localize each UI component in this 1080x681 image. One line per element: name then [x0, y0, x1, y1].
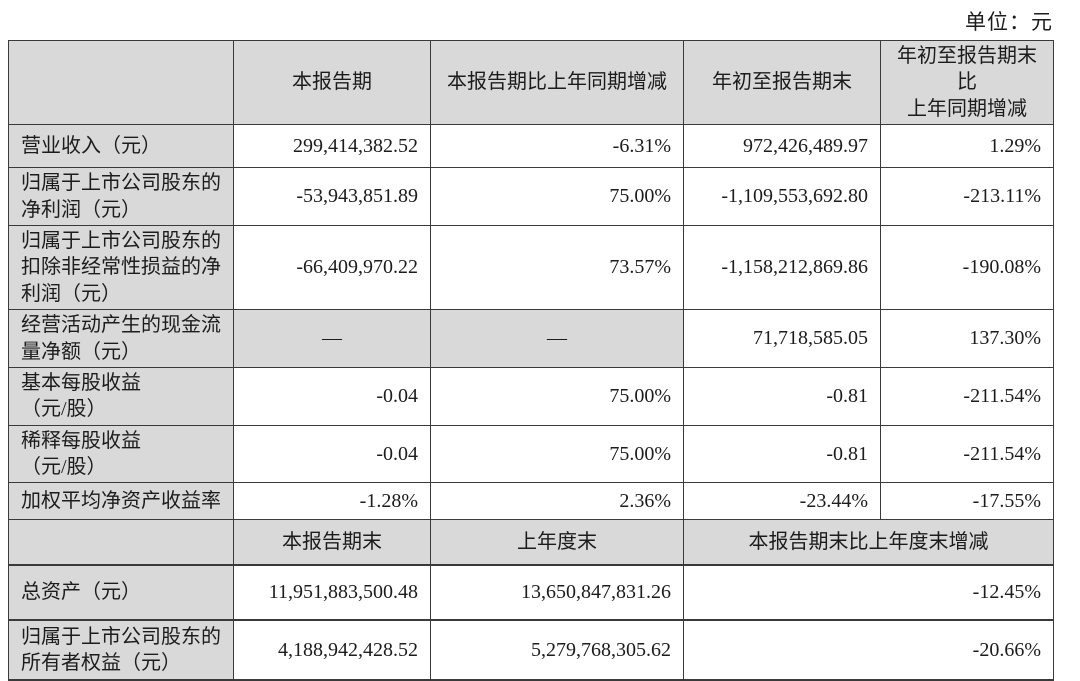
- cell-value: -211.54%: [880, 366, 1054, 426]
- cell-value: -53,943,851.89: [233, 167, 431, 226]
- cell-value: 5,279,768,305.62: [430, 618, 684, 681]
- table-row-owners-equity: 归属于上市公司股东的 所有者权益（元） 4,188,942,428.52 5,2…: [8, 618, 1054, 681]
- cell-value: 1.29%: [880, 124, 1054, 169]
- cell-value: -213.11%: [880, 167, 1054, 226]
- cell-value: 75.00%: [430, 366, 684, 426]
- row-label: 基本每股收益 （元/股）: [8, 366, 234, 426]
- cell-value: 75.00%: [430, 424, 684, 484]
- header-period-end-change: 本报告期末比上年度末增减: [683, 519, 1054, 566]
- report-page: { "unit_label": "单位：元", "summary_table":…: [8, 10, 1054, 681]
- cell-value: -0.04: [233, 366, 431, 426]
- cell-value: -6.31%: [430, 124, 684, 169]
- table-row-net-profit: 归属于上市公司股东的 净利润（元） -53,943,851.89 75.00% …: [8, 167, 1054, 226]
- cell-value: -211.54%: [880, 424, 1054, 484]
- header-ytd: 年初至报告期末: [683, 39, 881, 126]
- table-row-diluted-eps: 稀释每股收益 （元/股） -0.04 75.00% -0.81 -211.54%: [8, 424, 1054, 484]
- cell-value: 13,650,847,831.26: [430, 563, 684, 621]
- cell-value: 75.00%: [430, 167, 684, 226]
- cell-value: -190.08%: [880, 224, 1054, 311]
- row-label: 总资产（元）: [8, 563, 234, 621]
- cell-value-na: —: [430, 309, 684, 368]
- header-end-of-last-year: 上年度末: [430, 519, 684, 566]
- corner-cell: [8, 39, 234, 126]
- table-row-weighted-avg-roe: 加权平均净资产收益率 -1.28% 2.36% -23.44% -17.55%: [8, 482, 1054, 521]
- row-label: 归属于上市公司股东的 扣除非经常性损益的净 利润（元）: [8, 224, 234, 311]
- row-label: 归属于上市公司股东的 净利润（元）: [8, 167, 234, 226]
- cell-value: 4,188,942,428.52: [233, 618, 431, 681]
- cell-value: -20.66%: [683, 618, 1054, 681]
- row-label: 归属于上市公司股东的 所有者权益（元）: [8, 618, 234, 681]
- table-row-net-profit-excl-nonrecurring: 归属于上市公司股东的 扣除非经常性损益的净 利润（元） -66,409,970.…: [8, 224, 1054, 311]
- cell-value: -1,158,212,869.86: [683, 224, 881, 311]
- financial-summary-table: 本报告期 本报告期比上年同期增减 年初至报告期末 年初至报告期末比 上年同期增减…: [8, 39, 1054, 681]
- cell-value: 2.36%: [430, 482, 684, 521]
- table-row-total-assets: 总资产（元） 11,951,883,500.48 13,650,847,831.…: [8, 563, 1054, 621]
- cell-value: -23.44%: [683, 482, 881, 521]
- cell-value: 71,718,585.05: [683, 309, 881, 368]
- cell-value: -1.28%: [233, 482, 431, 521]
- table-row-operating-revenue: 营业收入（元） 299,414,382.52 -6.31% 972,426,48…: [8, 124, 1054, 169]
- header-end-of-period: 本报告期末: [233, 519, 431, 566]
- cell-value: 11,951,883,500.48: [233, 563, 431, 621]
- row-label: 加权平均净资产收益率: [8, 482, 234, 521]
- cell-value: -0.04: [233, 424, 431, 484]
- header-current-period-yoy-change: 本报告期比上年同期增减: [430, 39, 684, 126]
- row-label: 营业收入（元）: [8, 124, 234, 169]
- cell-value-na: —: [233, 309, 431, 368]
- header-current-period: 本报告期: [233, 39, 431, 126]
- cell-value: -0.81: [683, 366, 881, 426]
- cell-value: -12.45%: [683, 563, 1054, 621]
- row-label: 经营活动产生的现金流 量净额（元）: [8, 309, 234, 368]
- cell-value: -0.81: [683, 424, 881, 484]
- cell-value: -17.55%: [880, 482, 1054, 521]
- cell-value: -66,409,970.22: [233, 224, 431, 311]
- cell-value: 73.57%: [430, 224, 684, 311]
- table-row-operating-cash-flow: 经营活动产生的现金流 量净额（元） — — 71,718,585.05 137.…: [8, 309, 1054, 368]
- cell-value: -1,109,553,692.80: [683, 167, 881, 226]
- cell-value: 299,414,382.52: [233, 124, 431, 169]
- row-label: 稀释每股收益 （元/股）: [8, 424, 234, 484]
- unit-label: 单位：元: [965, 10, 1053, 34]
- table-row-basic-eps: 基本每股收益 （元/股） -0.04 75.00% -0.81 -211.54%: [8, 366, 1054, 426]
- cell-value: 972,426,489.97: [683, 124, 881, 169]
- cell-value: 137.30%: [880, 309, 1054, 368]
- section1-header-row: 本报告期 本报告期比上年同期增减 年初至报告期末 年初至报告期末比 上年同期增减: [8, 39, 1054, 126]
- section2-header-row: 本报告期末 上年度末 本报告期末比上年度末增减: [8, 519, 1054, 566]
- corner-cell: [8, 519, 234, 566]
- header-ytd-yoy-change: 年初至报告期末比 上年同期增减: [880, 39, 1054, 126]
